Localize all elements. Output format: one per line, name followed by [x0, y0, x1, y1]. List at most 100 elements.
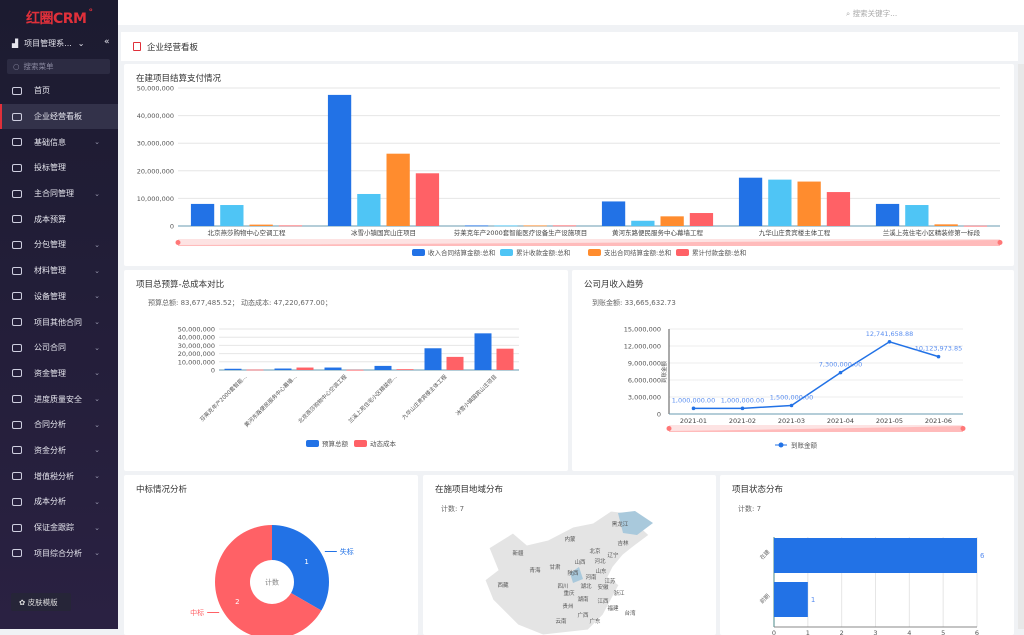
sidebar-item[interactable]: 材料管理 ⌄	[0, 258, 118, 284]
sidebar-item[interactable]: 设备管理 ⌄	[0, 284, 118, 310]
x-tick-label: 兰溪上苑住宅小区精装修...	[346, 373, 398, 425]
bar	[601, 201, 626, 226]
bar	[660, 216, 684, 226]
collapse-sidebar-icon[interactable]: «	[104, 37, 110, 47]
chevron-down-icon: ⌄	[94, 395, 100, 404]
y-tick-label: 50,000,000	[178, 326, 215, 334]
sidebar-item[interactable]: 项目综合分析 ⌄	[0, 540, 118, 566]
y-tick-label: 30,000,000	[178, 342, 215, 350]
datazoom-handle	[175, 240, 181, 245]
x-tick-label: 1	[806, 629, 810, 635]
region-label: 青海	[529, 566, 541, 574]
region-label: 陕西	[567, 569, 579, 577]
region-heilongjiang	[618, 511, 653, 535]
y-tick-label: 前期	[758, 592, 772, 606]
bar	[826, 192, 851, 226]
legend-label: 收入合同结算金额:总和	[428, 248, 495, 257]
data-point	[789, 403, 794, 408]
bar	[296, 367, 314, 370]
sidebar-item[interactable]: 合同分析 ⌄	[0, 412, 118, 438]
sidebar-item[interactable]: 项目其他合同 ⌄	[0, 309, 118, 335]
bar	[464, 225, 489, 227]
budget-chart: 010,000,00020,000,00030,000,00040,000,00…	[178, 326, 519, 448]
chevron-down-icon: ⌄	[94, 497, 100, 506]
page-title: 企业经营看板	[147, 42, 199, 53]
region-label: 浙江	[613, 589, 625, 597]
sidebar-item[interactable]: 基础信息 ⌄	[0, 129, 118, 155]
sidebar-item[interactable]: 成本预算	[0, 206, 118, 232]
chevron-down-icon: ⌄	[94, 240, 100, 249]
bid-chart: 1 失标 2 中标 计数	[190, 525, 354, 635]
system-selector[interactable]: ▟ 项目管理系... ⌄	[12, 38, 85, 49]
bar	[631, 220, 655, 226]
sidebar-item-label: 成本分析	[34, 497, 66, 507]
x-tick-label: 2021-02	[729, 417, 756, 425]
y-tick-label: 在建	[758, 548, 772, 562]
sidebar-item[interactable]: 保证金跟踪 ⌄	[0, 515, 118, 541]
settlement-chart: 0 10,000,000 20,000,000 30,000,000 40,000,00…	[137, 85, 1003, 257]
global-search-placeholder: 搜索关键字...	[852, 9, 898, 18]
x-tick-label: 4	[907, 629, 911, 635]
legend-swatch	[354, 440, 367, 447]
bar	[446, 356, 464, 370]
sidebar-item[interactable]: 首页	[0, 78, 118, 104]
skin-template-button[interactable]: ✿ 皮肤模版	[11, 593, 71, 611]
sidebar-item[interactable]: 主合同管理 ⌄	[0, 181, 118, 207]
data-label: 7,300,000.00	[819, 361, 862, 369]
scrollbar[interactable]	[1018, 64, 1024, 629]
menu-item-icon	[12, 497, 22, 506]
legend-label: 累计付款金额:总和	[692, 248, 746, 257]
bar	[797, 181, 821, 226]
chart-title: 中标情况分析	[136, 485, 188, 495]
sidebar-item-label: 材料管理	[34, 266, 66, 276]
region-label: 贵州	[562, 602, 573, 610]
chart-title: 公司月收入趋势	[584, 280, 644, 290]
global-search-input[interactable]: ⌕ 搜索关键字...	[846, 8, 897, 19]
sidebar-item[interactable]: 公司合同 ⌄	[0, 335, 118, 361]
y-axis-label: 到账金额	[660, 360, 668, 383]
x-tick-label: 九华山庄贵宾楼主体工程	[400, 372, 449, 421]
menu-search-input[interactable]: ○ 搜索菜单	[7, 59, 110, 74]
bar	[249, 224, 273, 226]
sidebar-item[interactable]: 投标管理	[0, 155, 118, 181]
menu-item-icon	[12, 189, 22, 198]
sidebar-item[interactable]: 进度质量安全 ⌄	[0, 386, 118, 412]
china-map-shape	[484, 510, 650, 635]
chevron-down-icon: ⌄	[94, 523, 100, 532]
sidebar-item[interactable]: 成本分析 ⌄	[0, 489, 118, 515]
sidebar-item[interactable]: 资金分析 ⌄	[0, 438, 118, 464]
center-label: 计数	[265, 578, 279, 587]
region-label: 湖南	[577, 595, 589, 603]
region-label: 安徽	[597, 583, 609, 591]
y-tick-label: 3,000,000	[628, 394, 661, 402]
menu-item-icon	[12, 215, 22, 224]
bar	[346, 369, 364, 371]
data-point	[936, 354, 941, 359]
bar	[274, 368, 292, 370]
legend-swatch	[500, 249, 513, 256]
y-tick-label: 40,000,000	[178, 334, 215, 342]
y-tick-label: 15,000,000	[624, 326, 661, 334]
bar	[768, 179, 792, 226]
sidebar-item[interactable]: 分包管理 ⌄	[0, 232, 118, 258]
bar	[934, 224, 958, 226]
x-tick-label: 0	[772, 629, 776, 635]
x-tick-label: 2021-04	[827, 417, 854, 425]
x-tick-label: 冰雪小镇国宾山庄项目	[454, 373, 499, 418]
legend-swatch	[412, 249, 425, 256]
slice-value: 2	[235, 598, 239, 606]
bar	[963, 225, 988, 227]
datazoom-handle	[997, 240, 1003, 245]
y-tick-label: 50,000,000	[137, 85, 174, 93]
legend-swatch	[306, 440, 319, 447]
x-tick-label: 芬莱克年产2000套智能...	[198, 373, 249, 424]
y-tick-label: 20,000,000	[178, 350, 215, 358]
sidebar-item[interactable]: 资金管理 ⌄	[0, 361, 118, 387]
menu-item-icon	[12, 86, 22, 95]
bar	[415, 173, 440, 226]
sidebar-item[interactable]: 企业经营看板	[0, 103, 118, 130]
sidebar-item-label: 合同分析	[34, 420, 66, 430]
sidebar-item-label: 投标管理	[34, 163, 66, 173]
region-label: 内蒙	[564, 535, 576, 543]
sidebar-item[interactable]: 增值税分析 ⌄	[0, 463, 118, 489]
